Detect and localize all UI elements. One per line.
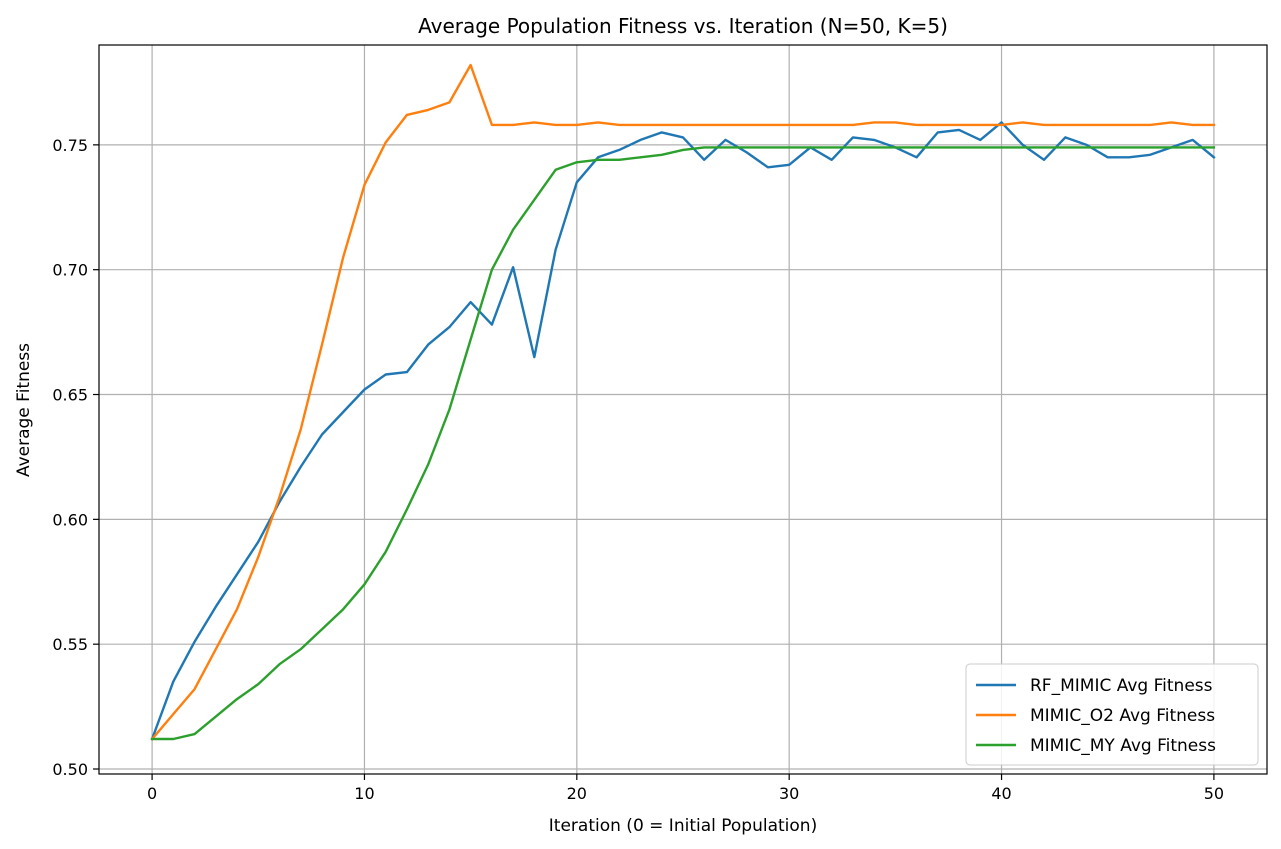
x-tick-label: 50 xyxy=(1204,784,1224,803)
x-tick-label: 30 xyxy=(779,784,799,803)
legend-label: MIMIC_MY Avg Fitness xyxy=(1030,736,1216,756)
y-tick-label: 0.70 xyxy=(52,261,88,280)
y-axis-label: Average Fitness xyxy=(14,343,34,477)
legend-label: MIMIC_O2 Avg Fitness xyxy=(1030,706,1215,726)
axis-ticks: 0 10 20 30 40 50 0.50 0.55 0.60 0.65 0.70 0.75 xyxy=(52,136,1224,803)
x-tick-label: 10 xyxy=(354,784,374,803)
grid xyxy=(99,45,1267,774)
x-axis-label: Iteration (0 = Initial Population) xyxy=(549,816,817,836)
y-tick-label: 0.50 xyxy=(52,760,88,779)
legend: RF_MIMIC Avg Fitness MIMIC_O2 Avg Fitness… xyxy=(965,663,1259,766)
chart-title: Average Population Fitness vs. Iteration… xyxy=(418,14,948,38)
plot-area-frame xyxy=(98,44,1268,775)
x-tick-label: 0 xyxy=(147,784,157,803)
x-tick-label: 20 xyxy=(567,784,587,803)
y-tick-label: 0.75 xyxy=(52,136,88,155)
legend-label: RF_MIMIC Avg Fitness xyxy=(1030,676,1213,696)
mimic-my-avg-fitness-line xyxy=(150,146,1216,741)
rf-mimic-avg-fitness-line xyxy=(150,121,1216,741)
y-tick-label: 0.60 xyxy=(52,510,88,529)
y-tick-label: 0.55 xyxy=(52,635,88,654)
series-lines xyxy=(150,63,1216,741)
mimic-o2-avg-fitness-line xyxy=(150,63,1216,741)
x-tick-label: 40 xyxy=(991,784,1011,803)
y-tick-label: 0.65 xyxy=(52,386,88,405)
legend-box xyxy=(965,663,1259,766)
